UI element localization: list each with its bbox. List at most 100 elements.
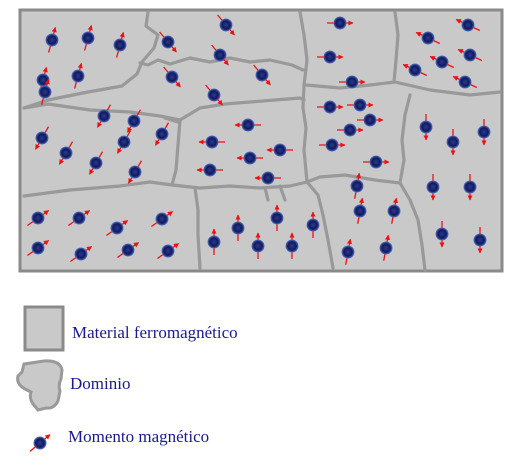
dipole-dot	[341, 245, 355, 259]
magnetic-moment-domain-5	[126, 109, 142, 133]
magnetic-moment-domain-4	[415, 31, 441, 45]
magnetic-moment-domain-5	[58, 141, 74, 165]
dipole-dot	[165, 70, 179, 84]
dipole-dot	[446, 135, 460, 149]
dipole-dot	[363, 113, 377, 127]
dipole-dot	[243, 151, 257, 165]
dipole-dot	[72, 211, 86, 225]
dipole-dot	[251, 239, 265, 253]
dipole-dot	[463, 180, 477, 194]
domain-boundary	[22, 180, 309, 198]
magnetic-moment-domain-6	[234, 118, 261, 132]
dipole-dot	[379, 241, 393, 255]
material-rectangle	[18, 8, 504, 273]
magnetic-moment-domain-6	[266, 143, 293, 157]
dipole-dot	[219, 18, 233, 32]
magnetic-moment-domain-9	[68, 209, 91, 227]
magnetic-moment-domain-4	[429, 55, 455, 69]
magnetic-moment-domain-9	[157, 242, 180, 260]
domain-boundary	[163, 116, 180, 124]
dipole-dot	[203, 163, 217, 177]
magnetic-moment-domain-6	[236, 151, 263, 165]
dipole-dot	[117, 135, 131, 149]
magnetic-moment-domain-3	[339, 75, 366, 89]
dipole-arrow-icon	[29, 434, 51, 452]
dipole-dot	[74, 247, 88, 261]
magnetic-moment-domain-11	[353, 197, 367, 224]
magnetic-moment-domain-1	[81, 24, 95, 51]
magnetic-moment-domain-2	[211, 44, 229, 66]
domain-boundary	[398, 181, 427, 272]
dipole-dot	[325, 138, 339, 152]
dipole-dot	[45, 33, 59, 47]
magnetic-moment-domain-4	[457, 48, 483, 62]
dipole-dot	[458, 75, 472, 89]
dipole-dot	[113, 38, 127, 52]
dipole-dot	[128, 165, 142, 179]
dipole-dot	[38, 85, 52, 99]
legend-moment-sample	[29, 434, 51, 452]
dipole-dot	[161, 244, 175, 258]
dipole-dot	[121, 243, 135, 257]
magnetic-moment-domain-4	[402, 63, 428, 77]
dipole-dot	[270, 211, 284, 225]
magnetic-moment-domain-10	[285, 232, 299, 259]
dipole-dot	[213, 48, 227, 62]
domain-boundary	[393, 80, 502, 97]
domain-boundary	[298, 10, 309, 184]
domain-boundary	[398, 93, 412, 185]
magnetic-moment-domain-8	[477, 119, 491, 146]
dipole-dot	[81, 31, 95, 45]
magnetic-moments	[27, 14, 491, 265]
dipole-dot	[35, 131, 49, 145]
magnetic-moment-domain-10	[207, 228, 221, 255]
magnetic-moment-domain-12	[473, 227, 487, 254]
dipole-dot	[343, 123, 357, 137]
dipole-dot	[59, 146, 73, 160]
dipole-dot	[350, 179, 364, 193]
domain-boundary	[22, 10, 160, 110]
dipole-dot	[421, 31, 435, 45]
dipole-dot	[323, 100, 337, 114]
magnetic-moment-domain-4	[452, 75, 478, 89]
magnetic-moment-domain-7	[347, 98, 374, 112]
magnetic-moment-domain-3	[357, 113, 384, 127]
magnetic-moment-domain-5	[116, 130, 132, 154]
domain-boundary	[138, 56, 305, 72]
magnetic-moment-domain-2	[253, 64, 271, 86]
dipole-dot	[155, 127, 169, 141]
dipole-dot	[345, 75, 359, 89]
magnetic-moment-domain-5	[127, 160, 143, 184]
magnetic-moment-domain-1	[71, 62, 85, 89]
magnetic-moment-domain-9	[117, 241, 140, 259]
magnetic-moment-domain-8	[419, 114, 433, 141]
magnetic-moment-domain-2	[163, 66, 181, 88]
magnetic-moment-domain-8	[446, 129, 460, 156]
dipole-dot	[207, 235, 221, 249]
magnetic-moment-domain-6	[254, 171, 281, 185]
dipole-dot	[369, 155, 383, 169]
magnetic-moment-domain-4	[455, 18, 481, 32]
magnetic-moment-domain-10	[231, 214, 245, 241]
magnetic-moment-domain-12	[463, 174, 477, 201]
dipole-dot	[110, 221, 124, 235]
dipole-dot	[155, 212, 169, 226]
dipole-dot	[71, 69, 85, 83]
dipole-dot	[33, 436, 47, 450]
domain-boundary	[392, 10, 400, 84]
magnetic-moment-domain-10	[306, 211, 320, 238]
legend-label-moment: Momento magnético	[68, 427, 209, 446]
dipole-dot	[255, 68, 269, 82]
dipole-dot	[89, 156, 103, 170]
dipole-dot	[231, 221, 245, 235]
magnetic-moment-domain-7	[337, 123, 364, 137]
dipole-dot	[333, 16, 347, 30]
magnetic-moment-domain-9	[151, 210, 174, 228]
dipole-dot	[463, 48, 477, 62]
magnetic-moment-domain-5	[34, 126, 50, 150]
dipole-dot	[261, 171, 275, 185]
dipole-dot	[353, 98, 367, 112]
magnetic-moment-domain-9	[27, 239, 50, 257]
magnetic-moment-domain-2	[217, 14, 235, 36]
